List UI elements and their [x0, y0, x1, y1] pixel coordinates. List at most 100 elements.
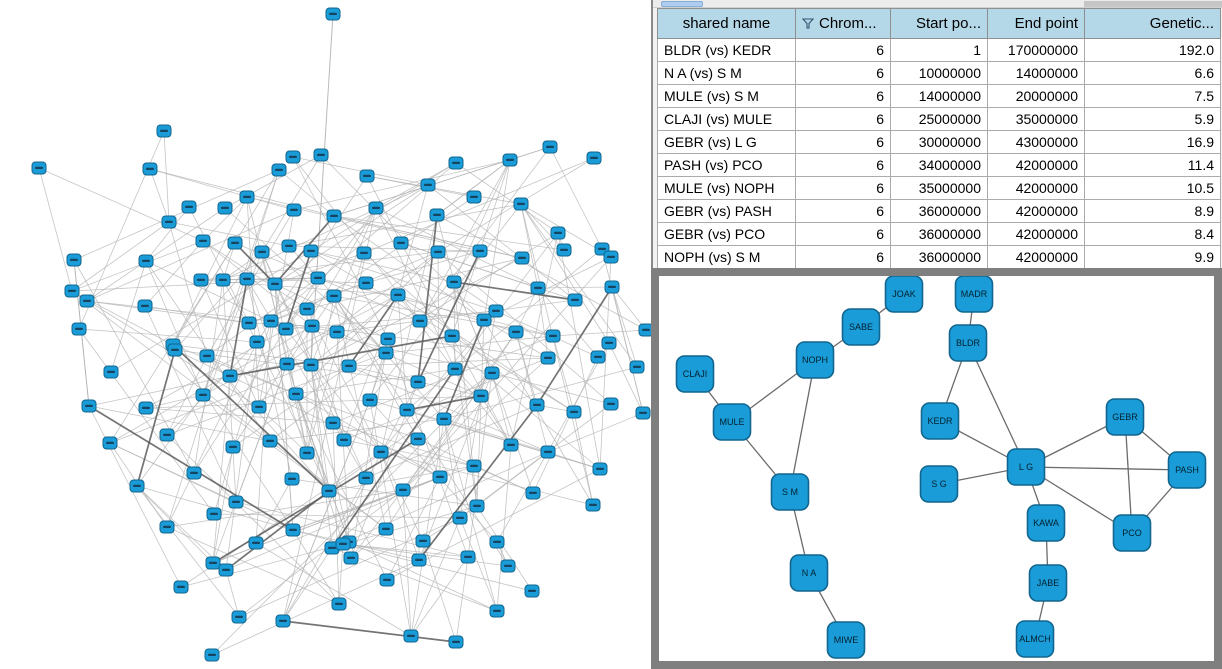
network-node[interactable]: [638, 323, 651, 337]
column-header-shared-name[interactable]: shared name: [657, 8, 796, 39]
cell-shared-name[interactable]: GEBR (vs) PASH: [657, 199, 796, 223]
network-node[interactable]: [241, 316, 257, 330]
network-node[interactable]: [217, 201, 233, 215]
network-node[interactable]: [601, 336, 617, 350]
subnetwork-node[interactable]: BLDR: [948, 324, 988, 362]
network-node[interactable]: [448, 156, 464, 170]
network-node[interactable]: [325, 7, 341, 21]
network-node[interactable]: [411, 553, 427, 567]
network-node[interactable]: [460, 550, 476, 564]
column-header-start-position[interactable]: Start po...: [890, 8, 988, 39]
network-node[interactable]: [412, 314, 428, 328]
subnetwork-node[interactable]: GEBR: [1105, 398, 1145, 436]
network-node[interactable]: [567, 293, 583, 307]
cell-value[interactable]: 9.9: [1084, 245, 1221, 269]
network-node[interactable]: [530, 281, 546, 295]
network-node[interactable]: [248, 536, 264, 550]
network-node[interactable]: [500, 559, 516, 573]
network-node[interactable]: [71, 322, 87, 336]
network-node[interactable]: [436, 412, 452, 426]
subnetwork-node[interactable]: KEDR: [920, 402, 960, 440]
cell-value[interactable]: 36000000: [890, 222, 988, 246]
network-node[interactable]: [204, 648, 220, 662]
subnetwork-node[interactable]: CLAJI: [675, 355, 715, 393]
cell-shared-name[interactable]: MULE (vs) S M: [657, 84, 796, 108]
network-node[interactable]: [285, 523, 301, 537]
network-node[interactable]: [524, 584, 540, 598]
cell-value[interactable]: 36000000: [890, 199, 988, 223]
network-node[interactable]: [304, 319, 320, 333]
network-node[interactable]: [129, 479, 145, 493]
cell-value[interactable]: 8.4: [1084, 222, 1221, 246]
network-node[interactable]: [288, 387, 304, 401]
cell-value[interactable]: 42000000: [987, 153, 1085, 177]
table-row[interactable]: BLDR (vs) KEDR 6 1 170000000 192.0: [657, 38, 1221, 62]
network-node[interactable]: [566, 405, 582, 419]
network-node[interactable]: [545, 329, 561, 343]
subnetwork-node[interactable]: JOAK: [884, 275, 924, 313]
cell-value[interactable]: 192.0: [1084, 38, 1221, 62]
network-node[interactable]: [79, 294, 95, 308]
network-node[interactable]: [254, 245, 270, 259]
network-node[interactable]: [603, 397, 619, 411]
network-node[interactable]: [159, 428, 175, 442]
network-node[interactable]: [303, 244, 319, 258]
cell-value[interactable]: 7.5: [1084, 84, 1221, 108]
network-node[interactable]: [508, 325, 524, 339]
network-node[interactable]: [420, 178, 436, 192]
network-node[interactable]: [358, 276, 374, 290]
network-node[interactable]: [275, 614, 291, 628]
subnetwork-node[interactable]: PCO: [1112, 514, 1152, 552]
table-row[interactable]: GEBR (vs) L G 6 30000000 43000000 16.9: [657, 130, 1221, 154]
network-node[interactable]: [368, 201, 384, 215]
subnetwork-node[interactable]: L G: [1006, 448, 1046, 486]
network-node[interactable]: [514, 251, 530, 265]
network-node[interactable]: [326, 289, 342, 303]
network-node[interactable]: [231, 610, 247, 624]
network-node[interactable]: [395, 483, 411, 497]
network-node[interactable]: [313, 148, 329, 162]
network-node[interactable]: [299, 302, 315, 316]
network-node[interactable]: [186, 466, 202, 480]
subnetwork-panel[interactable]: JOAK SABE NOPH CLAJI MULE S M N A MIWE MADR BLDR K…: [659, 275, 1214, 661]
network-node[interactable]: [556, 243, 572, 257]
network-node[interactable]: [379, 573, 395, 587]
network-node[interactable]: [195, 388, 211, 402]
cell-value[interactable]: 10.5: [1084, 176, 1221, 200]
network-node[interactable]: [513, 197, 529, 211]
network-node[interactable]: [430, 245, 446, 259]
table-hscrollbar[interactable]: [653, 0, 1222, 8]
network-node[interactable]: [447, 362, 463, 376]
network-node[interactable]: [502, 153, 518, 167]
network-node[interactable]: [604, 280, 620, 294]
cell-shared-name[interactable]: BLDR (vs) KEDR: [657, 38, 796, 62]
network-node[interactable]: [161, 215, 177, 229]
network-node[interactable]: [525, 486, 541, 500]
network-node[interactable]: [362, 393, 378, 407]
column-header-chromosome[interactable]: Chrom...: [795, 8, 891, 39]
network-node[interactable]: [592, 462, 608, 476]
network-node[interactable]: [267, 277, 283, 291]
table-row[interactable]: MULE (vs) S M 6 14000000 20000000 7.5: [657, 84, 1221, 108]
network-node[interactable]: [167, 343, 183, 357]
cell-value[interactable]: 6: [795, 153, 891, 177]
network-node[interactable]: [138, 401, 154, 415]
network-node[interactable]: [215, 273, 231, 287]
network-node[interactable]: [469, 499, 485, 513]
network-node[interactable]: [326, 209, 342, 223]
network-node[interactable]: [446, 275, 462, 289]
column-header-end-point[interactable]: End point: [987, 8, 1085, 39]
cell-shared-name[interactable]: NOPH (vs) S M: [657, 245, 796, 269]
network-node[interactable]: [472, 244, 488, 258]
cell-value[interactable]: 5.9: [1084, 107, 1221, 131]
network-node[interactable]: [586, 151, 602, 165]
network-node[interactable]: [285, 150, 301, 164]
network-node[interactable]: [473, 389, 489, 403]
network-node[interactable]: [286, 203, 302, 217]
network-node[interactable]: [239, 190, 255, 204]
network-node[interactable]: [359, 169, 375, 183]
network-node[interactable]: [271, 163, 287, 177]
subnetwork-node[interactable]: S G: [919, 465, 959, 503]
cell-shared-name[interactable]: GEBR (vs) L G: [657, 130, 796, 154]
network-node[interactable]: [103, 365, 119, 379]
